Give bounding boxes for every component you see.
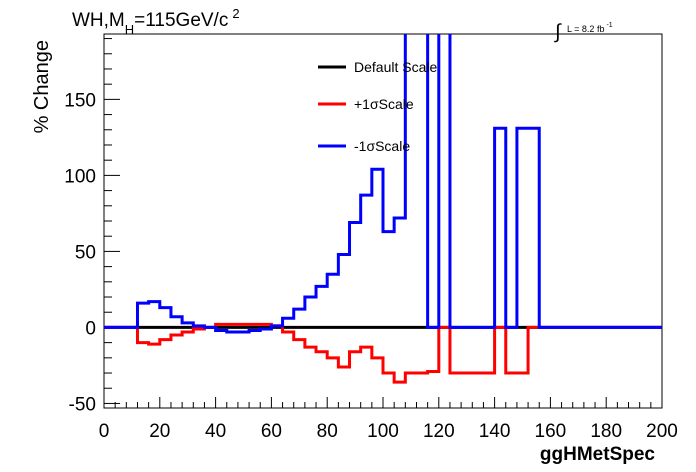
series-layer [104,34,662,384]
legend-label: -1σScale [354,138,410,154]
legend: Default Scale +1σScale -1σScale [318,59,437,154]
x-tick-label: 160 [535,421,567,442]
series-line-2 [104,34,662,334]
x-tick-label: 120 [423,421,455,442]
y-tick-label: 150 [64,90,96,111]
y-tick-label: 50 [75,242,96,263]
x-axis-title: ggHMetSpec [540,444,656,465]
x-tick-label: 140 [479,421,511,442]
x-tick-label: 180 [590,421,622,442]
y-axis-title: % Change [31,40,53,133]
x-tick-label: 20 [149,421,170,442]
x-axis-tick-labels: 0 20 40 60 80 100 120 140 160 180 200 [99,421,678,442]
chart-title: WH,MH=115GeV/c 2 [72,6,240,37]
x-tick-label: 60 [261,421,282,442]
series-line-1 [104,322,662,384]
legend-label: +1σScale [354,96,414,112]
x-tick-label: 200 [646,421,678,442]
y-tick-label: -50 [69,394,96,415]
x-axis-ticks [103,397,663,408]
lumi-integral-symbol: ∫ [554,21,562,43]
legend-label: Default Scale [354,59,437,75]
x-tick-label: 40 [205,421,226,442]
y-tick-label: 100 [64,166,96,187]
y-axis-ticks [104,38,120,404]
x-tick-label: 80 [317,421,338,442]
x-tick-label: 0 [99,421,110,442]
lumi-label: L = 8.2 fb -1 [567,22,613,34]
y-axis-tick-labels: -50 0 50 100 150 [64,90,96,415]
y-tick-label: 0 [85,318,96,339]
x-tick-label: 100 [367,421,399,442]
